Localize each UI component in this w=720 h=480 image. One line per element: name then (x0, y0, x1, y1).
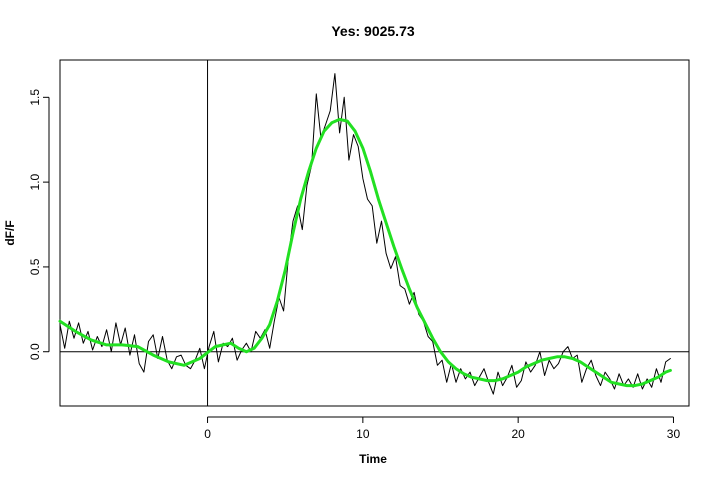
x-axis-label: Time (359, 452, 387, 466)
x-axis: 0 10 20 30 (204, 416, 681, 441)
y-tick-label: 1.5 (28, 89, 42, 106)
y-tick-label: 0.5 (28, 258, 42, 275)
smoothed-fit-line (58, 117, 672, 388)
x-tick-label: 20 (511, 427, 525, 441)
y-axis-label: dF/F (3, 220, 17, 245)
x-tick-label: 0 (204, 427, 211, 441)
plot-area (58, 59, 690, 407)
chart-title: Yes: 9025.73 (331, 23, 415, 39)
x-tick-label: 30 (667, 427, 681, 441)
y-tick-label: 1.0 (28, 173, 42, 190)
y-axis: 0.0 0.5 1.0 1.5 (28, 89, 50, 360)
raw-trace-line (59, 73, 671, 395)
reference-lines (60, 60, 689, 406)
plot-frame (59, 59, 690, 407)
series-layer (58, 73, 672, 395)
y-tick-label: 0.0 (28, 343, 42, 360)
x-tick-label: 10 (356, 427, 370, 441)
